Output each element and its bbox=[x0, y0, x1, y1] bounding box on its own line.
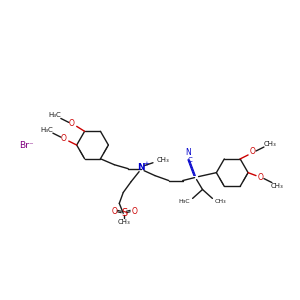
Text: S: S bbox=[121, 208, 127, 218]
Text: N: N bbox=[185, 148, 191, 157]
Text: O: O bbox=[69, 119, 75, 128]
Text: H₃C: H₃C bbox=[40, 127, 53, 133]
Text: H₃C: H₃C bbox=[179, 199, 190, 204]
Text: O: O bbox=[131, 207, 137, 216]
Text: CH₃: CH₃ bbox=[157, 157, 169, 163]
Text: Br⁻: Br⁻ bbox=[19, 140, 34, 149]
Text: O: O bbox=[250, 148, 256, 157]
Text: CH₃: CH₃ bbox=[118, 219, 130, 225]
Text: H₃C: H₃C bbox=[49, 112, 61, 118]
Text: CH₃: CH₃ bbox=[263, 141, 276, 147]
Text: O: O bbox=[61, 134, 67, 142]
Text: CH₃: CH₃ bbox=[214, 199, 226, 204]
Text: O: O bbox=[258, 173, 264, 182]
Text: C: C bbox=[187, 157, 192, 163]
Text: +: + bbox=[143, 161, 149, 167]
Text: N: N bbox=[137, 163, 145, 172]
Text: CH₃: CH₃ bbox=[270, 182, 283, 188]
Text: O: O bbox=[111, 207, 117, 216]
